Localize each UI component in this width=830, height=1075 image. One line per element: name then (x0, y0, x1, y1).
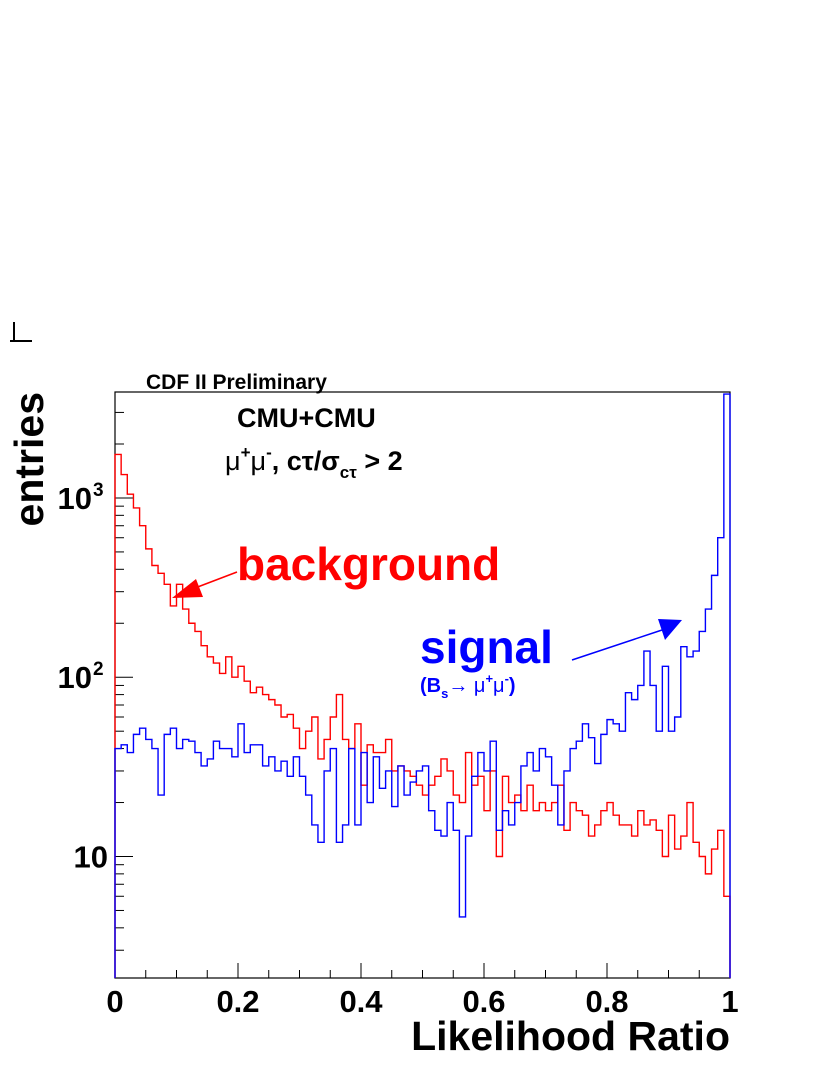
corner-mark (10, 340, 32, 342)
signal-arrow-line (571, 629, 663, 661)
channel-label: CMU+CMU (237, 403, 376, 433)
y-tick-label: 10 (58, 660, 92, 695)
background-label: background (237, 538, 500, 590)
y-tick-label: 10 (58, 481, 92, 516)
selection-label: μ+μ-, cτ/σcτ > 2 (225, 443, 403, 482)
background-arrow-line (194, 571, 238, 589)
x-tick-label: 1 (721, 984, 738, 1019)
signal-arrow-head (658, 619, 682, 640)
corner-mark-stem (13, 322, 15, 342)
y-tick-exponent: 3 (93, 480, 104, 501)
x-tick-label: 0.6 (462, 984, 505, 1019)
x-tick-label: 0.8 (585, 984, 628, 1019)
y-tick-label: 10 (74, 839, 108, 874)
background-series-line (114, 453, 731, 978)
x-tick-label: 0.2 (216, 984, 259, 1019)
x-tick-label: 0 (106, 984, 123, 1019)
x-tick-label: 0.4 (339, 984, 383, 1019)
signal-label: signal (420, 621, 553, 673)
y-axis-title: entries (6, 392, 52, 526)
y-tick-exponent: 2 (93, 659, 104, 680)
chart-title: CDF II Preliminary (146, 371, 327, 394)
signal-process-label: (Bs→ μ+μ-) (420, 671, 516, 701)
background-arrow-head (172, 579, 203, 598)
x-axis-title: Likelihood Ratio (411, 1013, 730, 1059)
series-layer (114, 393, 731, 978)
signal-series-line (114, 393, 731, 978)
x-axis-ticks: 0 0.2 0.4 0.6 0.8 1 (106, 963, 739, 1019)
